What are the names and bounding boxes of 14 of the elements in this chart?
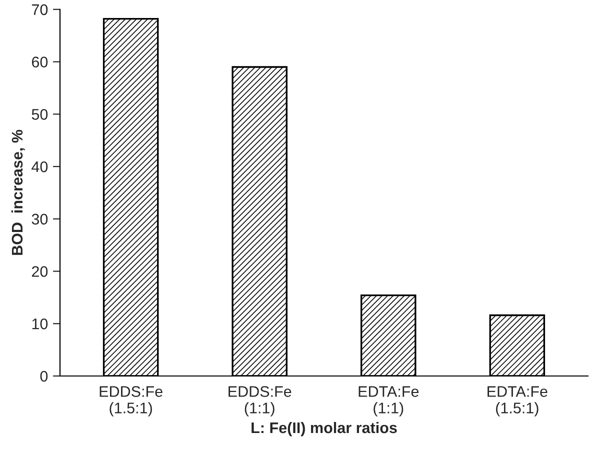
y-axis-title: BOD increase, % bbox=[11, 130, 25, 255]
x-tick-label: EDDS:Fe (1:1) bbox=[228, 386, 292, 416]
y-tick-label: 50 bbox=[32, 109, 48, 120]
y-tick-label: 40 bbox=[32, 161, 48, 172]
y-tick-label: 10 bbox=[32, 318, 48, 330]
y-tick-label: 20 bbox=[32, 266, 48, 277]
x-axis-title: L: Fe(II) molar ratios bbox=[252, 422, 397, 436]
y-tick-label: 60 bbox=[32, 56, 48, 68]
x-tick-label: EDTA:Fe (1:1) bbox=[358, 386, 419, 416]
x-tick-label: EDDS:Fe (1.5:1) bbox=[100, 386, 162, 416]
y-tick-label: 30 bbox=[32, 214, 48, 225]
x-tick-label: EDTA:Fe (1.5:1) bbox=[488, 386, 548, 416]
y-tick-label: 0 bbox=[40, 370, 48, 382]
y-tick-label: 70 bbox=[32, 4, 48, 16]
